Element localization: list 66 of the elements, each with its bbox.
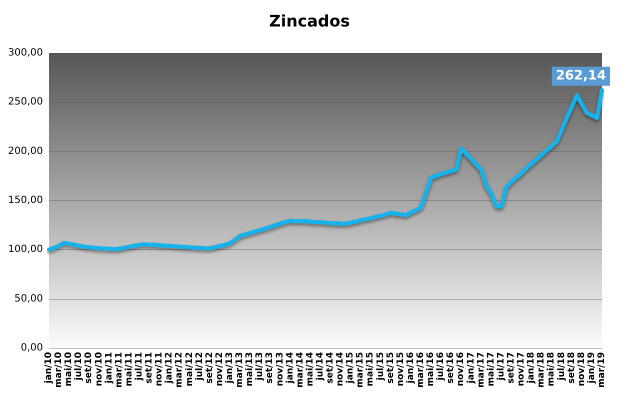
x-tick-label: jul/15 [376,352,386,382]
x-tick-label: set/13 [265,352,276,384]
x-tick-label: jan/14 [285,352,296,384]
x-tick-label: jan/19 [586,352,597,384]
x-tick-label: mar/12 [174,352,185,388]
x-tick-label: mai/13 [245,352,256,386]
x-tick-label: jan/16 [406,352,416,384]
y-tick-label: 200,00 [8,146,43,157]
x-tick-label: nov/16 [456,352,466,386]
x-tick-label: jul/17 [496,352,506,382]
x-tick-label: jul/13 [255,352,266,382]
x-tick-label: mai/17 [486,352,496,386]
x-tick-label: mai/14 [305,352,316,386]
x-tick-label: jan/11 [104,352,114,384]
x-tick-label: nov/11 [154,352,165,386]
y-tick-label: 0,00 [20,342,43,354]
x-tick-label: jul/16 [436,352,446,382]
x-tick-label: mar/15 [356,352,366,388]
x-tick-label: set/18 [566,352,577,384]
x-tick-label: nov/10 [94,352,104,386]
x-tick-label: mai/12 [184,352,195,386]
x-tick-label: jul/12 [194,352,205,382]
x-tick-label: nov/17 [516,352,527,386]
x-tick-label: jan/18 [526,352,537,384]
x-tick-label: nov/14 [336,352,346,386]
x-tick-label: mai/15 [366,352,376,386]
x-tick-label: mar/11 [114,352,124,388]
x-tick-label: nov/12 [214,352,225,386]
x-tick-label: mai/18 [546,352,557,386]
x-tick-label: mar/16 [416,352,426,388]
x-tick-label: set/10 [84,352,94,384]
y-tick-label: 50,00 [14,293,43,304]
x-tick-label: jan/13 [224,352,235,384]
x-tick-label: set/15 [386,352,396,384]
x-tick-label: mai/11 [124,352,134,386]
x-tick-label: jul/11 [134,352,144,382]
y-tick-label: 150,00 [8,195,43,206]
x-tick-label: jan/10 [44,352,54,384]
x-tick-label: mai/16 [426,352,436,386]
data-label: 262,14 [556,68,606,84]
x-tick-label: set/11 [144,352,155,384]
x-tick-label: mar/19 [597,352,607,388]
x-tick-label: jan/15 [346,352,356,384]
x-tick-label: mar/18 [536,352,547,388]
x-tick-label: jul/18 [556,352,567,382]
line-series [47,88,604,252]
x-tick-label: mar/10 [54,352,64,388]
x-tick-label: nov/18 [576,352,587,386]
y-tick-label: 100,00 [8,244,43,256]
x-tick-label: nov/13 [275,352,286,386]
x-tick-label: set/14 [326,352,336,384]
x-tick-label: set/16 [446,352,456,384]
x-tick-label: mar/13 [235,352,246,388]
x-tick-label: jan/12 [164,352,175,384]
x-tick-label: mar/14 [295,352,306,388]
x-tick-label: nov/15 [396,352,406,386]
x-tick-label: jul/14 [315,352,326,382]
x-tick-label: mar/17 [476,352,486,388]
x-tick-label: set/12 [204,352,215,384]
x-tick-label: mai/10 [64,352,74,386]
chart-title: Zincados [269,12,350,30]
y-tick-label: 300,00 [8,48,43,58]
x-tick-label: set/17 [506,352,517,384]
x-tick-label: jul/10 [74,352,84,382]
y-tick-label: 250,00 [8,96,43,108]
x-tick-label: jan/17 [466,352,476,384]
